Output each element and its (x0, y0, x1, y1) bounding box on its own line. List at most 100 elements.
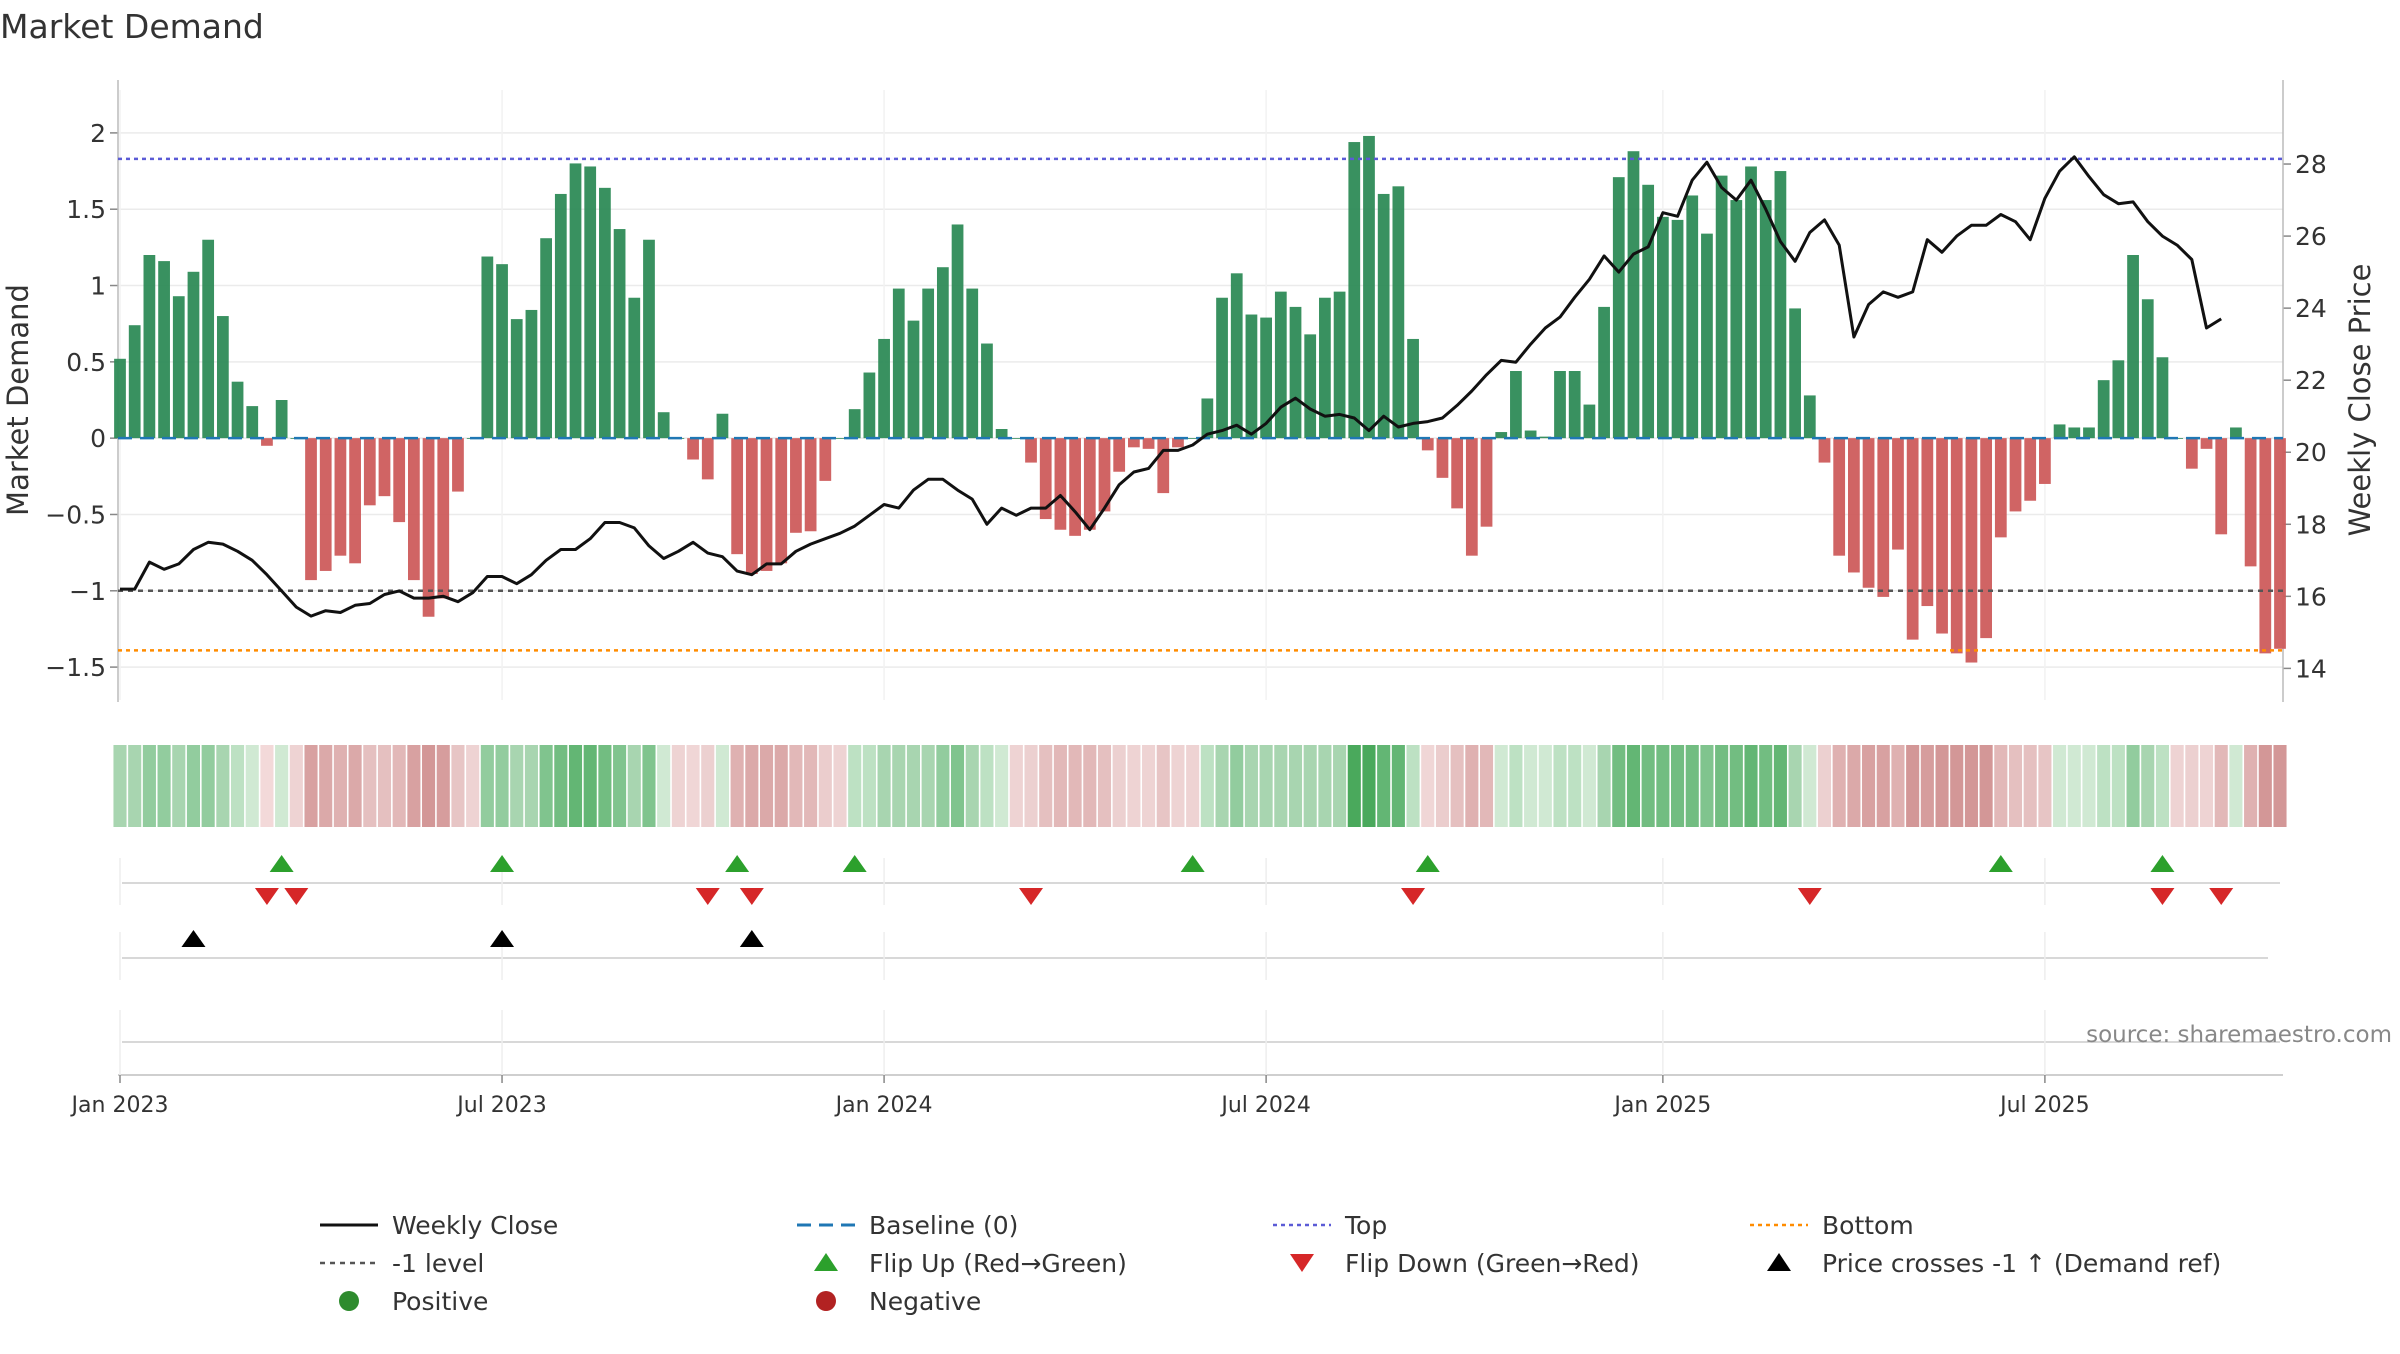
demand-bar (1994, 438, 2007, 538)
demand-bar (1803, 395, 1816, 439)
demand-bar (2215, 438, 2228, 535)
demand-bar (2185, 438, 2198, 469)
heat-cell (818, 745, 832, 827)
heat-cell (642, 745, 656, 827)
heat-cell (1862, 745, 1876, 827)
y2-tick-label: 18 (2295, 510, 2327, 539)
flip-down-marker (1019, 888, 1044, 905)
heat-cell (965, 745, 979, 827)
flip-down-marker (2209, 888, 2234, 905)
demand-bar (1833, 438, 1846, 556)
heat-cell (1039, 745, 1053, 827)
legend-label-weekly-close: Weekly Close (392, 1211, 558, 1240)
heat-cell (1171, 745, 1185, 827)
heat-cell (1700, 745, 1714, 827)
flip-down-marker (2150, 888, 2175, 905)
heat-cell (671, 745, 685, 827)
heat-cell (495, 745, 509, 827)
legend-label-price-cross: Price crosses -1 ↑ (Demand ref) (1822, 1249, 2221, 1278)
demand-bar (1759, 200, 1772, 439)
demand-bar (2024, 438, 2037, 501)
heat-cell (510, 745, 524, 827)
heat-cell (2008, 745, 2023, 827)
demand-bar (2200, 438, 2213, 449)
demand-bar (2009, 438, 2022, 512)
demand-bar (1216, 297, 1228, 439)
demand-bar (363, 438, 376, 506)
demand-bar (1612, 177, 1625, 439)
legend-label-flip-down: Flip Down (Green→Red) (1345, 1249, 1640, 1278)
heat-cell (480, 745, 494, 827)
y-tick-label: 2 (90, 119, 106, 148)
demand-bar (687, 438, 699, 460)
heat-cell (2053, 745, 2067, 827)
heat-cell (1759, 745, 1773, 827)
heat-cell (319, 745, 333, 827)
y-tick-label: 0.5 (66, 348, 106, 377)
flip-up-marker (2150, 855, 2175, 872)
heat-cell (2111, 745, 2125, 827)
demand-bar (525, 309, 538, 439)
heat-cell (539, 745, 553, 827)
heat-cell (1656, 745, 1670, 827)
demand-bar (804, 438, 817, 532)
heat-cell (1244, 745, 1258, 827)
heat-cell (1391, 745, 1405, 827)
demand-bar (481, 256, 494, 439)
demand-bar (187, 271, 200, 439)
demand-bar (1186, 438, 1199, 439)
heat-cell (1053, 745, 1067, 827)
y-axis-label-left: Market Demand (1, 284, 35, 516)
demand-bar (2156, 357, 2169, 439)
heat-cell (1641, 745, 1655, 827)
demand-bar (172, 296, 185, 439)
demand-bar (2259, 438, 2272, 654)
demand-bar (1906, 438, 1919, 640)
heat-cell (715, 745, 729, 827)
demand-bar (1451, 438, 1464, 509)
demand-bar (584, 166, 597, 439)
heat-cell (789, 745, 803, 827)
demand-bar (745, 438, 758, 574)
heat-cell (333, 745, 347, 827)
demand-bar (2068, 427, 2081, 439)
demand-bar (1848, 438, 1860, 573)
heat-cell (848, 745, 862, 827)
demand-bar (1054, 438, 1067, 530)
heat-cell (245, 745, 259, 827)
demand-bar (2097, 380, 2110, 439)
x-tick-label: Jul 2023 (455, 1093, 547, 1118)
demand-bar (1686, 195, 1699, 439)
y-tick-label: 0 (90, 424, 106, 453)
demand-bar (378, 438, 391, 497)
heat-cell (348, 745, 362, 827)
heat-cell (1024, 745, 1038, 827)
heat-cell (113, 745, 127, 827)
heat-cell (2214, 745, 2228, 827)
demand-bar (657, 412, 670, 439)
demand-bar (1877, 438, 1890, 597)
demand-bar (981, 343, 993, 439)
y-tick-label: −1.5 (45, 653, 106, 682)
y2-tick-label: 16 (2295, 582, 2327, 611)
heat-cell (1421, 745, 1435, 827)
demand-bar (951, 224, 964, 439)
heat-cell (921, 745, 935, 827)
demand-bar (863, 372, 876, 439)
demand-bar (628, 297, 641, 439)
x-tick-label: Jan 2025 (1612, 1093, 1711, 1118)
heat-cell (304, 745, 318, 827)
demand-heat-strip (113, 745, 2287, 827)
demand-bar (760, 438, 773, 571)
demand-bar (128, 325, 141, 439)
demand-bar (1142, 438, 1155, 449)
heat-cell (1230, 745, 1244, 827)
flip-up-marker (269, 855, 294, 872)
demand-bar (2274, 438, 2286, 649)
heat-cell (1950, 745, 1964, 827)
demand-bar (2230, 427, 2242, 439)
demand-bar (775, 438, 788, 564)
heat-cell (1479, 745, 1494, 827)
demand-bar (143, 255, 156, 439)
heat-cell (392, 745, 406, 827)
